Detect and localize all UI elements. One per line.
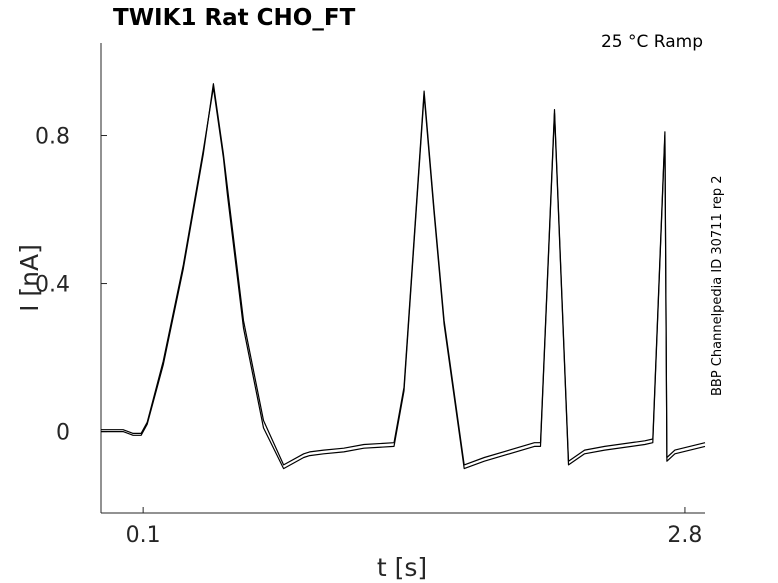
y-ticks: 0 0.4 0.8 (35, 125, 107, 446)
current-trace-2 (101, 86, 706, 470)
x-axis-label: t [s] (377, 553, 427, 582)
y-tick-label: 0.8 (35, 125, 70, 150)
current-traces (101, 83, 706, 470)
condition-annotation: 25 °C Ramp (601, 32, 703, 52)
x-ticks: 0.1 2.8 (126, 507, 702, 548)
y-tick-label: 0 (56, 421, 70, 446)
current-trace-1 (101, 83, 706, 466)
source-label: BBP Channelpedia ID 30711 rep 2 (710, 175, 725, 396)
x-tick-label: 2.8 (667, 523, 702, 548)
x-tick-label: 0.1 (126, 523, 161, 548)
y-axis-label: I [nA] (15, 244, 44, 312)
y-tick-label: 0.4 (35, 273, 70, 298)
chart-title: TWIK1 Rat CHO_FT (113, 5, 356, 31)
